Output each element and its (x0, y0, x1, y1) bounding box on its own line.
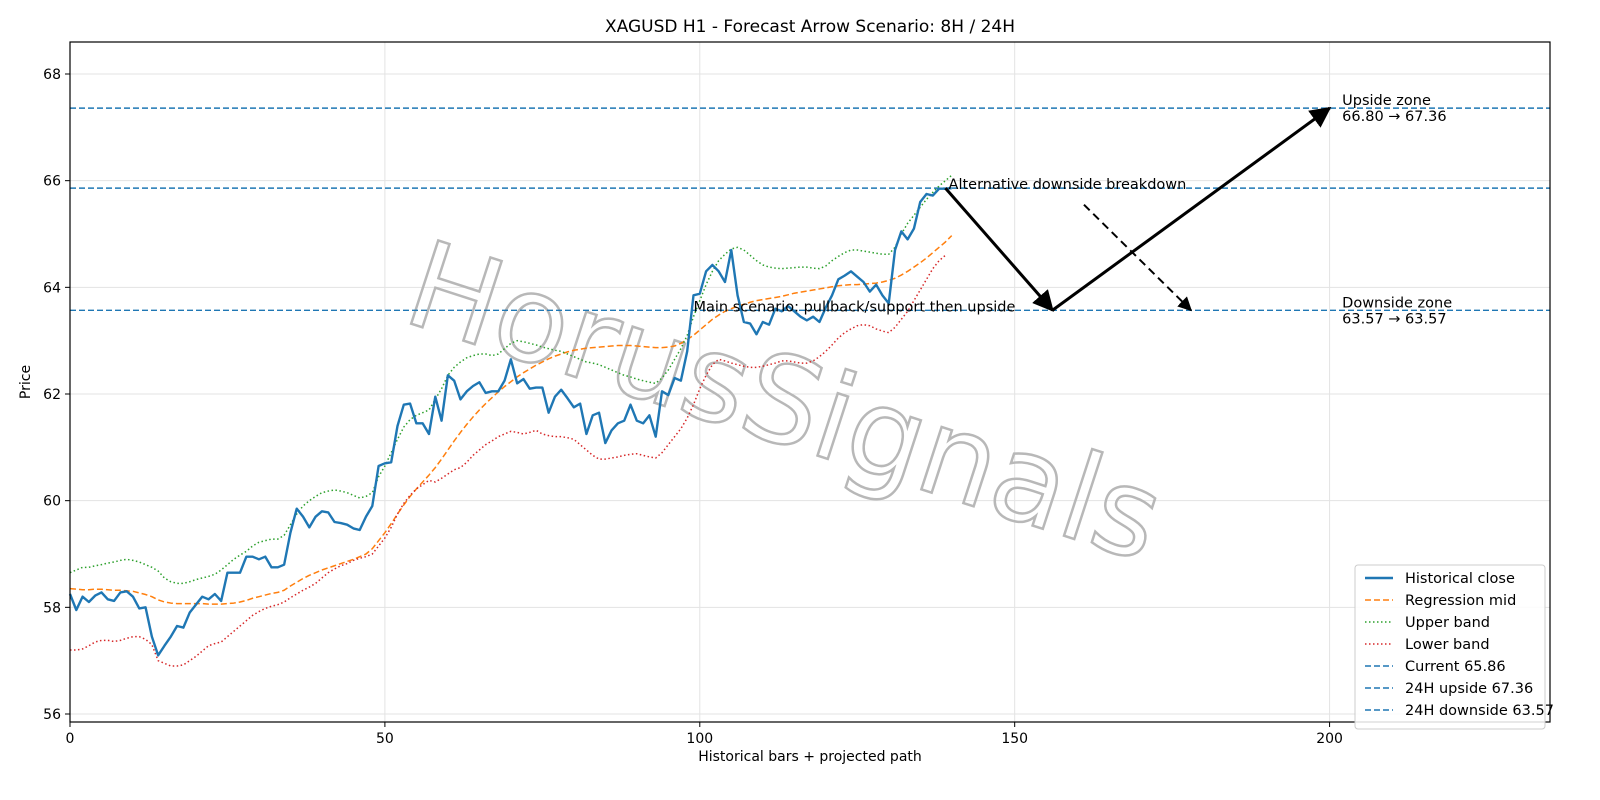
y-tick-label: 60 (43, 494, 61, 510)
y-tick-label: 68 (43, 67, 61, 83)
reference-lines (70, 107, 1550, 311)
grid-lines (69, 42, 1550, 722)
zone-label: Upside zone (1342, 93, 1431, 109)
watermark: HorusSignals (390, 214, 1180, 591)
legend-label: Regression mid (1405, 593, 1516, 609)
legend: Historical close Regression mid Upper band… (1354, 564, 1554, 730)
y-axis-ticks: 56 58 60 62 64 66 68 (43, 67, 70, 723)
y-tick-label: 62 (43, 387, 61, 403)
legend-label: Current 65.86 (1405, 659, 1506, 675)
x-tick-label: 100 (686, 731, 713, 747)
plot-frame (69, 41, 1551, 723)
series-line (69, 235, 953, 605)
annotations: Alternative downside breakdown Main scena… (693, 93, 1452, 327)
scenario-arrow (944, 187, 1054, 312)
series-line (69, 174, 953, 585)
series-line (68, 186, 952, 657)
y-tick-label: 56 (43, 707, 61, 723)
series-lines (68, 174, 953, 667)
legend-label: Historical close (1405, 571, 1515, 587)
x-tick-label: 150 (1001, 731, 1028, 747)
x-axis-title: Historical bars + projected path (698, 749, 922, 765)
y-tick-label: 58 (43, 600, 61, 616)
watermark-text: HorusSignals (391, 215, 1178, 589)
x-tick-label: 50 (376, 731, 394, 747)
legend-label: 24H downside 63.57 (1405, 703, 1554, 719)
zone-label: 66.80 → 67.36 (1342, 109, 1446, 125)
y-axis-title: Price (18, 365, 34, 399)
annotation-text: Alternative downside breakdown (949, 177, 1187, 193)
chart-title: XAGUSD H1 - Forecast Arrow Scenario: 8H … (605, 17, 1015, 37)
legend-label: 24H upside 67.36 (1405, 681, 1533, 697)
legend-box (1354, 564, 1546, 730)
x-axis-ticks: 0 50 100 150 200 (66, 722, 1343, 747)
x-tick-label: 200 (1316, 731, 1343, 747)
y-tick-label: 66 (43, 174, 61, 190)
zone-label: Downside zone (1342, 295, 1452, 311)
scenario-arrow (1051, 106, 1332, 312)
scenario-arrows (944, 106, 1332, 312)
x-tick-label: 0 (66, 731, 75, 747)
y-tick-label: 64 (43, 280, 61, 296)
annotation-text: Main scenario: pullback/support then ups… (693, 299, 1015, 315)
legend-label: Lower band (1405, 637, 1490, 653)
legend-label: Upper band (1405, 615, 1490, 631)
zone-label: 63.57 → 63.57 (1342, 311, 1446, 327)
